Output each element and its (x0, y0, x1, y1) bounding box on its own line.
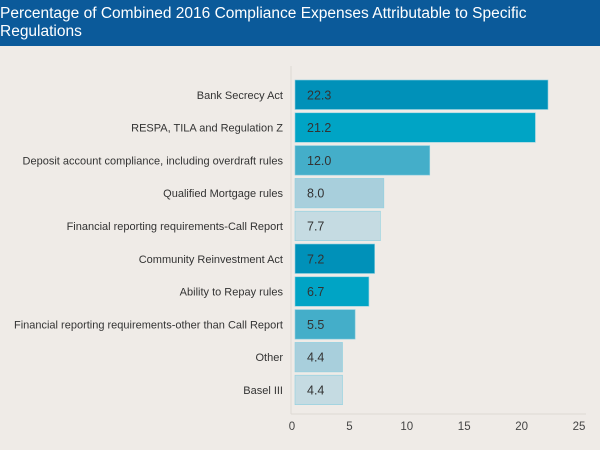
category-label: Other (255, 352, 283, 364)
bar-value-label: 12.0 (307, 154, 331, 168)
category-label: Qualified Mortgage rules (163, 188, 283, 200)
x-tick-label: 10 (400, 421, 413, 433)
x-tick-label: 5 (346, 421, 352, 433)
bar-value-label: 7.2 (307, 252, 324, 266)
bar-value-label: 21.2 (307, 121, 331, 135)
bar (294, 112, 536, 143)
x-tick-label: 0 (289, 421, 295, 433)
bar (294, 178, 385, 209)
x-tick-label: 15 (458, 421, 471, 433)
category-label: Ability to Repay rules (180, 287, 284, 299)
bar (294, 145, 431, 176)
x-tick-label: 20 (515, 421, 528, 433)
category-label: Financial reporting requirements-Call Re… (67, 221, 283, 233)
category-label: Bank Secrecy Act (197, 90, 283, 102)
bar (294, 342, 343, 373)
bar (294, 374, 343, 406)
bar-value-label: 22.3 (307, 88, 331, 102)
bar-value-label: 4.4 (307, 351, 324, 365)
x-tick-label: 25 (573, 421, 586, 433)
bar (294, 276, 370, 307)
chart-title: Percentage of Combined 2016 Compliance E… (0, 0, 600, 46)
category-label: Deposit account compliance, including ov… (23, 155, 284, 167)
bar-value-label: 4.4 (307, 383, 324, 397)
category-label: RESPA, TILA and Regulation Z (131, 123, 283, 135)
category-label: Basel III (243, 385, 283, 397)
bar-value-label: 5.5 (307, 318, 324, 332)
category-label: Community Reinvestment Act (139, 254, 283, 266)
bar (294, 309, 356, 340)
bar (294, 79, 549, 110)
category-label: Financial reporting requirements-other t… (14, 319, 283, 331)
bar-value-label: 8.0 (307, 187, 324, 201)
bar-value-label: 6.7 (307, 285, 324, 299)
bar (294, 243, 375, 274)
bar-value-label: 7.7 (307, 219, 324, 233)
bar (294, 210, 381, 241)
